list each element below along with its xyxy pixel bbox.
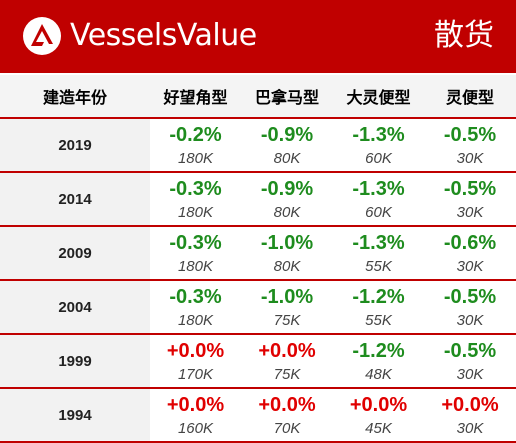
vessel-size-value: 48K — [333, 365, 424, 385]
value-cell: -1.3% 55K — [333, 226, 424, 280]
value-cell: -0.6% 30K — [424, 226, 516, 280]
vessel-size-value: 60K — [333, 149, 424, 169]
value-cell: +0.0% 45K — [333, 388, 424, 442]
value-cell: -0.5% 30K — [424, 334, 516, 388]
price-change-value: -0.9% — [241, 177, 333, 201]
column-header: 灵便型 — [424, 75, 516, 118]
price-change-value: +0.0% — [241, 393, 333, 417]
vessel-size-value: 180K — [150, 257, 241, 277]
value-cell: +0.0% 75K — [241, 334, 333, 388]
vessel-size-value: 160K — [150, 419, 241, 439]
value-cell: +0.0% 160K — [150, 388, 241, 442]
vessel-size-value: 75K — [241, 365, 333, 385]
column-header: 大灵便型 — [333, 75, 424, 118]
value-cell: -0.5% 30K — [424, 172, 516, 226]
vessel-size-value: 30K — [424, 311, 516, 331]
value-cell: -1.0% 75K — [241, 280, 333, 334]
value-cell: -1.2% 48K — [333, 334, 424, 388]
value-cell: -0.2% 180K — [150, 118, 241, 172]
vesselsvalue-logo-icon — [22, 16, 62, 56]
vessel-size-value: 55K — [333, 257, 424, 277]
price-change-value: -1.0% — [241, 285, 333, 309]
table-row: 2004 -0.3% 180K -1.0% 75K -1.2% 55K -0.5% 30K — [0, 280, 516, 334]
vessel-size-value: 45K — [333, 419, 424, 439]
price-change-value: -0.5% — [424, 177, 516, 201]
vessel-size-value: 30K — [424, 419, 516, 439]
price-change-value: -0.3% — [150, 285, 241, 309]
price-change-value: +0.0% — [424, 393, 516, 417]
table-row: 2019 -0.2% 180K -0.9% 80K -1.3% 60K -0.5% 30K — [0, 118, 516, 172]
value-cell: -0.3% 180K — [150, 172, 241, 226]
value-cell: +0.0% 70K — [241, 388, 333, 442]
vessel-size-value: 80K — [241, 203, 333, 223]
vessel-size-value: 80K — [241, 257, 333, 277]
value-cell: -0.5% 30K — [424, 118, 516, 172]
vessel-size-value: 80K — [241, 149, 333, 169]
vessel-size-value: 30K — [424, 257, 516, 277]
value-cell: +0.0% 170K — [150, 334, 241, 388]
table-row: 1999 +0.0% 170K +0.0% 75K -1.2% 48K -0.5% 30K — [0, 334, 516, 388]
vessel-size-value: 180K — [150, 203, 241, 223]
value-cell: -1.3% 60K — [333, 118, 424, 172]
price-change-table: 建造年份 好望角型 巴拿马型 大灵便型 灵便型 2019 -0.2% 180K -0.… — [0, 75, 516, 443]
vessel-size-value: 55K — [333, 311, 424, 331]
value-cell: -0.5% 30K — [424, 280, 516, 334]
build-year-cell: 2019 — [0, 118, 150, 172]
value-cell: -0.9% 80K — [241, 118, 333, 172]
price-change-value: -0.6% — [424, 231, 516, 255]
header-bar: VesselsValue 散货 — [0, 0, 516, 75]
price-change-value: -0.5% — [424, 123, 516, 147]
price-change-value: -1.2% — [333, 285, 424, 309]
price-change-value: -1.0% — [241, 231, 333, 255]
vessel-size-value: 170K — [150, 365, 241, 385]
price-change-value: -0.3% — [150, 231, 241, 255]
price-change-value: -0.5% — [424, 285, 516, 309]
table-body: 2019 -0.2% 180K -0.9% 80K -1.3% 60K -0.5% 30K 201… — [0, 118, 516, 442]
price-change-value: -0.2% — [150, 123, 241, 147]
value-cell: -0.3% 180K — [150, 226, 241, 280]
vessel-size-value: 30K — [424, 365, 516, 385]
table-row: 2014 -0.3% 180K -0.9% 80K -1.3% 60K -0.5% 30K — [0, 172, 516, 226]
build-year-cell: 1994 — [0, 388, 150, 442]
build-year-cell: 2004 — [0, 280, 150, 334]
vessel-size-value: 180K — [150, 149, 241, 169]
price-change-value: -0.3% — [150, 177, 241, 201]
value-cell: -1.2% 55K — [333, 280, 424, 334]
price-change-value: -1.3% — [333, 231, 424, 255]
column-header: 建造年份 — [0, 75, 150, 118]
vessel-size-value: 75K — [241, 311, 333, 331]
price-change-value: -0.9% — [241, 123, 333, 147]
build-year-cell: 2009 — [0, 226, 150, 280]
build-year-cell: 1999 — [0, 334, 150, 388]
value-cell: -1.3% 60K — [333, 172, 424, 226]
price-change-value: +0.0% — [241, 339, 333, 363]
vessel-size-value: 30K — [424, 203, 516, 223]
vessel-size-value: 30K — [424, 149, 516, 169]
value-cell: +0.0% 30K — [424, 388, 516, 442]
price-change-value: -1.3% — [333, 177, 424, 201]
vessel-size-value: 60K — [333, 203, 424, 223]
price-change-value: -0.5% — [424, 339, 516, 363]
price-change-value: -1.2% — [333, 339, 424, 363]
value-cell: -0.3% 180K — [150, 280, 241, 334]
vessel-size-value: 180K — [150, 311, 241, 331]
price-change-value: -1.3% — [333, 123, 424, 147]
column-header: 巴拿马型 — [241, 75, 333, 118]
price-change-value: +0.0% — [333, 393, 424, 417]
table-row: 2009 -0.3% 180K -1.0% 80K -1.3% 55K -0.6% 30K — [0, 226, 516, 280]
value-cell: -1.0% 80K — [241, 226, 333, 280]
brand-name: VesselsValue — [70, 18, 257, 54]
vessel-size-value: 70K — [241, 419, 333, 439]
table-row: 1994 +0.0% 160K +0.0% 70K +0.0% 45K +0.0% 30K — [0, 388, 516, 442]
column-header: 好望角型 — [150, 75, 241, 118]
table-header-row: 建造年份 好望角型 巴拿马型 大灵便型 灵便型 — [0, 75, 516, 118]
price-change-value: +0.0% — [150, 339, 241, 363]
segment-title: 散货 — [434, 16, 494, 56]
build-year-cell: 2014 — [0, 172, 150, 226]
price-change-value: +0.0% — [150, 393, 241, 417]
value-cell: -0.9% 80K — [241, 172, 333, 226]
